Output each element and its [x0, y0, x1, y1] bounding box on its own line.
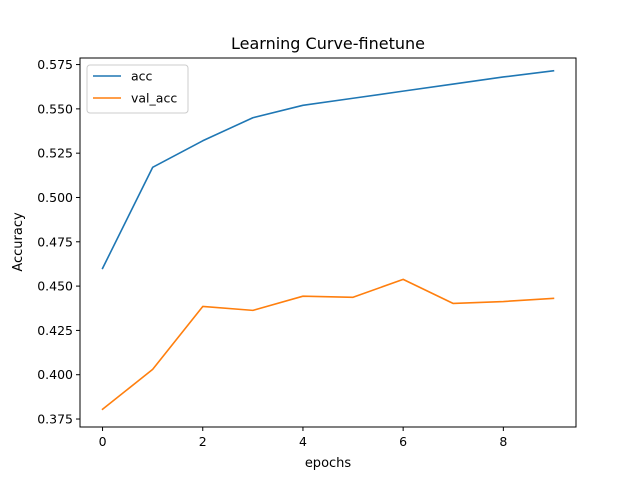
x-axis-label: epochs: [305, 456, 352, 471]
chart-title: Learning Curve-finetune: [231, 34, 425, 53]
y-tick-label: 0.450: [37, 279, 73, 294]
y-tick-label: 0.400: [37, 367, 73, 382]
legend-label-val-acc: val_acc: [131, 91, 177, 106]
legend-box: [86, 64, 189, 114]
x-tick-label: 8: [499, 434, 507, 449]
y-axis-ticks: 0.375 0.400 0.425 0.450 0.475 0.500 0.525 0.550…: [37, 57, 80, 427]
x-tick-label: 4: [299, 434, 307, 449]
y-tick-label: 0.550: [37, 101, 73, 116]
y-tick-label: 0.475: [37, 234, 73, 249]
series-line-val-acc: [101, 278, 555, 411]
y-tick-label: 0.500: [37, 190, 73, 205]
y-tick-label: 0.375: [37, 412, 73, 427]
y-tick-label: 0.525: [37, 146, 73, 161]
y-axis-label: Accuracy: [11, 212, 26, 272]
x-tick-label: 2: [199, 434, 207, 449]
x-tick-label: 6: [399, 434, 407, 449]
series-layer: [101, 69, 555, 411]
y-tick-label: 0.425: [37, 323, 73, 338]
x-axis-ticks: 0 2 4 6 8: [99, 427, 507, 449]
legend: acc val_acc: [86, 64, 189, 114]
y-tick-label: 0.575: [37, 57, 73, 72]
x-tick-label: 0: [99, 434, 107, 449]
plot-area-frame: [79, 57, 577, 428]
legend-label-acc: acc: [131, 69, 153, 84]
series-line-acc: [101, 69, 555, 270]
